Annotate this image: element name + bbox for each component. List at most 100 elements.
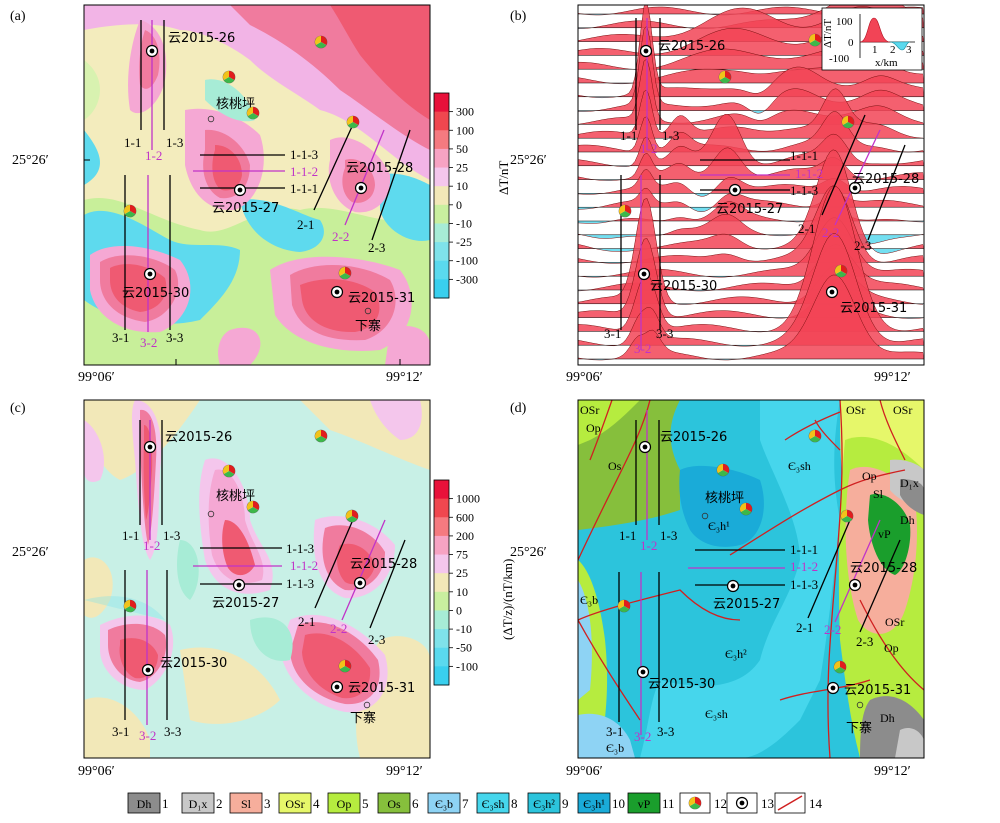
legend-number: 9 (562, 796, 569, 811)
profile-label: 1-1 (619, 528, 636, 543)
profile-trace (578, 233, 924, 347)
borehole-label: 云2015-28 (346, 161, 413, 176)
legend-swatch (278, 792, 312, 814)
profile-label: 1-3 (163, 528, 180, 543)
magnetic-anomaly-icon (841, 115, 855, 129)
profile-trace (578, 58, 924, 125)
panel-c: (c) (10, 399, 515, 779)
colorbar-c-swatch (434, 647, 449, 667)
panel-c-lon-min: 99°06′ (78, 764, 115, 779)
profile-label: 2-2 (822, 225, 839, 240)
borehole-label: 云2015-28 (350, 557, 417, 572)
inset-x-tick: 1 (872, 44, 878, 56)
magnetic-anomaly-icon (618, 204, 632, 218)
borehole-label: 云2015-30 (160, 656, 227, 671)
panel-b-letter: (b) (510, 9, 527, 24)
place-label: 核桃坪 (216, 97, 255, 112)
colorbar-c-tick: 10 (456, 585, 468, 599)
geology-label: Sl (873, 487, 884, 501)
colorbar-c-swatch (434, 517, 449, 537)
inset-y-label: ΔT/nT (822, 19, 834, 48)
profile-trace (578, 111, 924, 153)
colorbar-a-swatch (434, 242, 449, 262)
place-label: 下寨 (846, 720, 872, 736)
legend-number: 8 (511, 796, 518, 811)
borehole-label: 云2015-31 (840, 301, 907, 316)
borehole-icon (330, 680, 344, 694)
inset-y-tick: 100 (836, 16, 853, 28)
legend-swatch (127, 792, 161, 814)
magnetic-anomaly-icon (123, 204, 137, 218)
profile-label: 1-1-3 (790, 183, 818, 198)
panel-d-map (578, 400, 924, 758)
borehole-label: 云2015-26 (660, 430, 727, 445)
profile-label: 1-1-1 (290, 181, 318, 196)
inset-x-tick: 2 (890, 44, 896, 56)
legend-swatch (181, 792, 215, 814)
panel-a-lat-tick: 25°26′ (12, 153, 49, 168)
legend-item: Є₃h¹ 10 (577, 792, 625, 814)
profile-label: 3-3 (656, 326, 673, 341)
borehole-icon (735, 796, 749, 810)
borehole-label: 云2015-31 (348, 291, 415, 306)
borehole-label: 云2015-31 (348, 681, 415, 696)
colorbar-c-tick: 0 (456, 603, 462, 617)
profile-label: 1-2 (640, 538, 657, 553)
legend-code: Є₃h¹ (583, 797, 605, 811)
panel-c-letter: (c) (10, 401, 26, 416)
profile-label: 3-1 (112, 724, 129, 739)
profile-label: 2-3 (368, 632, 385, 647)
legend-number: 7 (462, 796, 469, 811)
panel-b-lon-max: 99°12′ (874, 370, 911, 385)
place-label: 核桃坪 (705, 491, 744, 506)
colorbar-c-tick: -50 (456, 641, 472, 655)
profile-trace (578, 201, 924, 224)
colorbar-c-swatch (434, 610, 449, 630)
profile-label: 1-1-2 (790, 559, 818, 574)
profile-trace (578, 169, 924, 197)
magnetic-anomaly-icon (716, 463, 730, 477)
profile-label: 1-1 (620, 128, 637, 143)
profile-label: 1-1-2 (795, 166, 823, 181)
legend-item: Є₃sh 8 (476, 792, 518, 814)
inset-x-tick: 3 (906, 44, 912, 56)
geology-label: Dh (880, 711, 895, 725)
borehole-label: 云2015-27 (212, 201, 279, 216)
borehole-icon (353, 576, 367, 590)
legend-code: Os (387, 797, 401, 811)
profile-label: 1-2 (143, 538, 160, 553)
geology-labels: OSr OSr OSr Op Os Є₃sh Sl D₁x Dh vP Є₃h¹… (580, 403, 919, 755)
panel-a: (a) (10, 4, 511, 385)
place-label: 下寨 (350, 710, 376, 726)
colorbar-c-swatch (434, 498, 449, 518)
profile-trace (578, 5, 924, 99)
profile-trace (578, 6, 924, 42)
legend-code: Op (337, 797, 352, 811)
borehole-icon (143, 267, 157, 281)
colorbar-c-tick: 75 (456, 548, 468, 562)
borehole-icon (232, 578, 246, 592)
borehole-icon (826, 681, 840, 695)
geology-label: OSr (580, 403, 599, 417)
legend-swatch (476, 792, 510, 814)
profile-label: 1-1 (122, 528, 139, 543)
colorbar-c-swatch (434, 591, 449, 611)
colorbar-a-swatch (434, 204, 449, 224)
colorbar-a-tick: 10 (456, 179, 468, 193)
colorbar-a-tick: 300 (456, 105, 474, 119)
profile-trace (578, 88, 924, 139)
colorbar-a-swatch (434, 130, 449, 150)
profile-trace (578, 149, 924, 254)
place-label: 核桃坪 (216, 489, 255, 504)
magnetic-anomaly-icon (739, 502, 753, 516)
colorbar-c-swatch (434, 666, 449, 686)
borehole-icon (637, 267, 651, 281)
legend-number: 12 (714, 796, 727, 811)
legend-item: 14 (774, 792, 823, 814)
magnetic-anomaly-icon (834, 264, 848, 278)
borehole-icon (143, 440, 157, 454)
legend-item: Op 5 (327, 792, 369, 814)
colorbar-c-tick: 1000 (456, 492, 480, 506)
colorbar-a-swatch (434, 279, 449, 299)
borehole-icon (848, 578, 862, 592)
